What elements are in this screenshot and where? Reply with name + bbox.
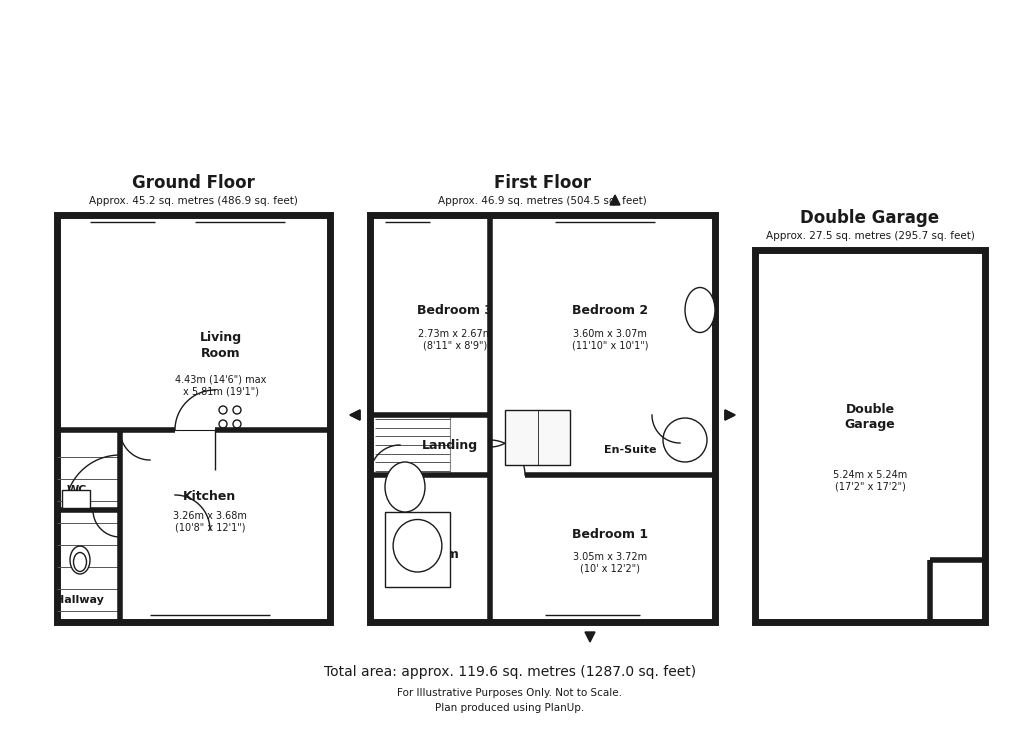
Text: Approx. 27.5 sq. metres (295.7 sq. feet): Approx. 27.5 sq. metres (295.7 sq. feet) (765, 231, 973, 241)
Text: Hallway: Hallway (54, 595, 103, 605)
Text: 5.24m x 5.24m
(17'2" x 17'2"): 5.24m x 5.24m (17'2" x 17'2") (833, 470, 906, 491)
Bar (370, 215, 714, 622)
Polygon shape (725, 410, 735, 420)
Bar (754, 250, 984, 622)
Text: 3.60m x 3.07m
(11'10" x 10'1"): 3.60m x 3.07m (11'10" x 10'1") (572, 329, 648, 350)
Polygon shape (350, 410, 360, 420)
Text: Total area: approx. 119.6 sq. metres (1287.0 sq. feet): Total area: approx. 119.6 sq. metres (12… (324, 665, 695, 679)
Text: First Floor: First Floor (493, 174, 590, 192)
Text: En-Suite: En-Suite (603, 445, 655, 455)
Text: Double
Garage: Double Garage (844, 403, 895, 431)
Polygon shape (609, 195, 620, 205)
Text: Landing: Landing (422, 439, 478, 451)
Text: Bathroom: Bathroom (390, 548, 459, 562)
Text: Ground Floor: Ground Floor (131, 174, 255, 192)
Text: Living
Room: Living Room (200, 331, 242, 360)
Polygon shape (350, 410, 360, 420)
Bar (384, 512, 449, 587)
Bar (57, 215, 330, 622)
Ellipse shape (70, 546, 90, 574)
Polygon shape (585, 632, 594, 642)
Ellipse shape (384, 462, 425, 512)
Text: Plan produced using PlanUp.: Plan produced using PlanUp. (435, 703, 584, 713)
Ellipse shape (392, 519, 441, 572)
Text: Bedroom 3: Bedroom 3 (417, 304, 492, 316)
Text: Double Garage: Double Garage (800, 209, 938, 227)
Text: Approx. 45.2 sq. metres (486.9 sq. feet): Approx. 45.2 sq. metres (486.9 sq. feet) (89, 196, 298, 206)
Ellipse shape (685, 288, 714, 333)
Text: Bedroom 1: Bedroom 1 (572, 528, 647, 542)
Text: 4.43m (14'6") max
x 5.81m (19'1"): 4.43m (14'6") max x 5.81m (19'1") (175, 375, 266, 396)
Polygon shape (725, 410, 735, 420)
Text: Approx. 46.9 sq. metres (504.5 sq. feet): Approx. 46.9 sq. metres (504.5 sq. feet) (438, 196, 646, 206)
Text: 3.05m x 3.72m
(10' x 12'2"): 3.05m x 3.72m (10' x 12'2") (573, 552, 646, 574)
Bar (62, 490, 90, 508)
Ellipse shape (73, 553, 87, 571)
Bar (504, 410, 570, 465)
Text: 3.26m x 3.68m
(10'8" x 12'1"): 3.26m x 3.68m (10'8" x 12'1") (173, 511, 247, 533)
Text: Kitchen: Kitchen (183, 491, 236, 503)
Text: For Illustrative Purposes Only. Not to Scale.: For Illustrative Purposes Only. Not to S… (397, 688, 622, 698)
Text: WC: WC (67, 485, 87, 495)
Text: Bedroom 2: Bedroom 2 (572, 304, 647, 316)
Text: 2.73m x 2.67m
(8'11" x 8'9"): 2.73m x 2.67m (8'11" x 8'9") (418, 329, 491, 350)
